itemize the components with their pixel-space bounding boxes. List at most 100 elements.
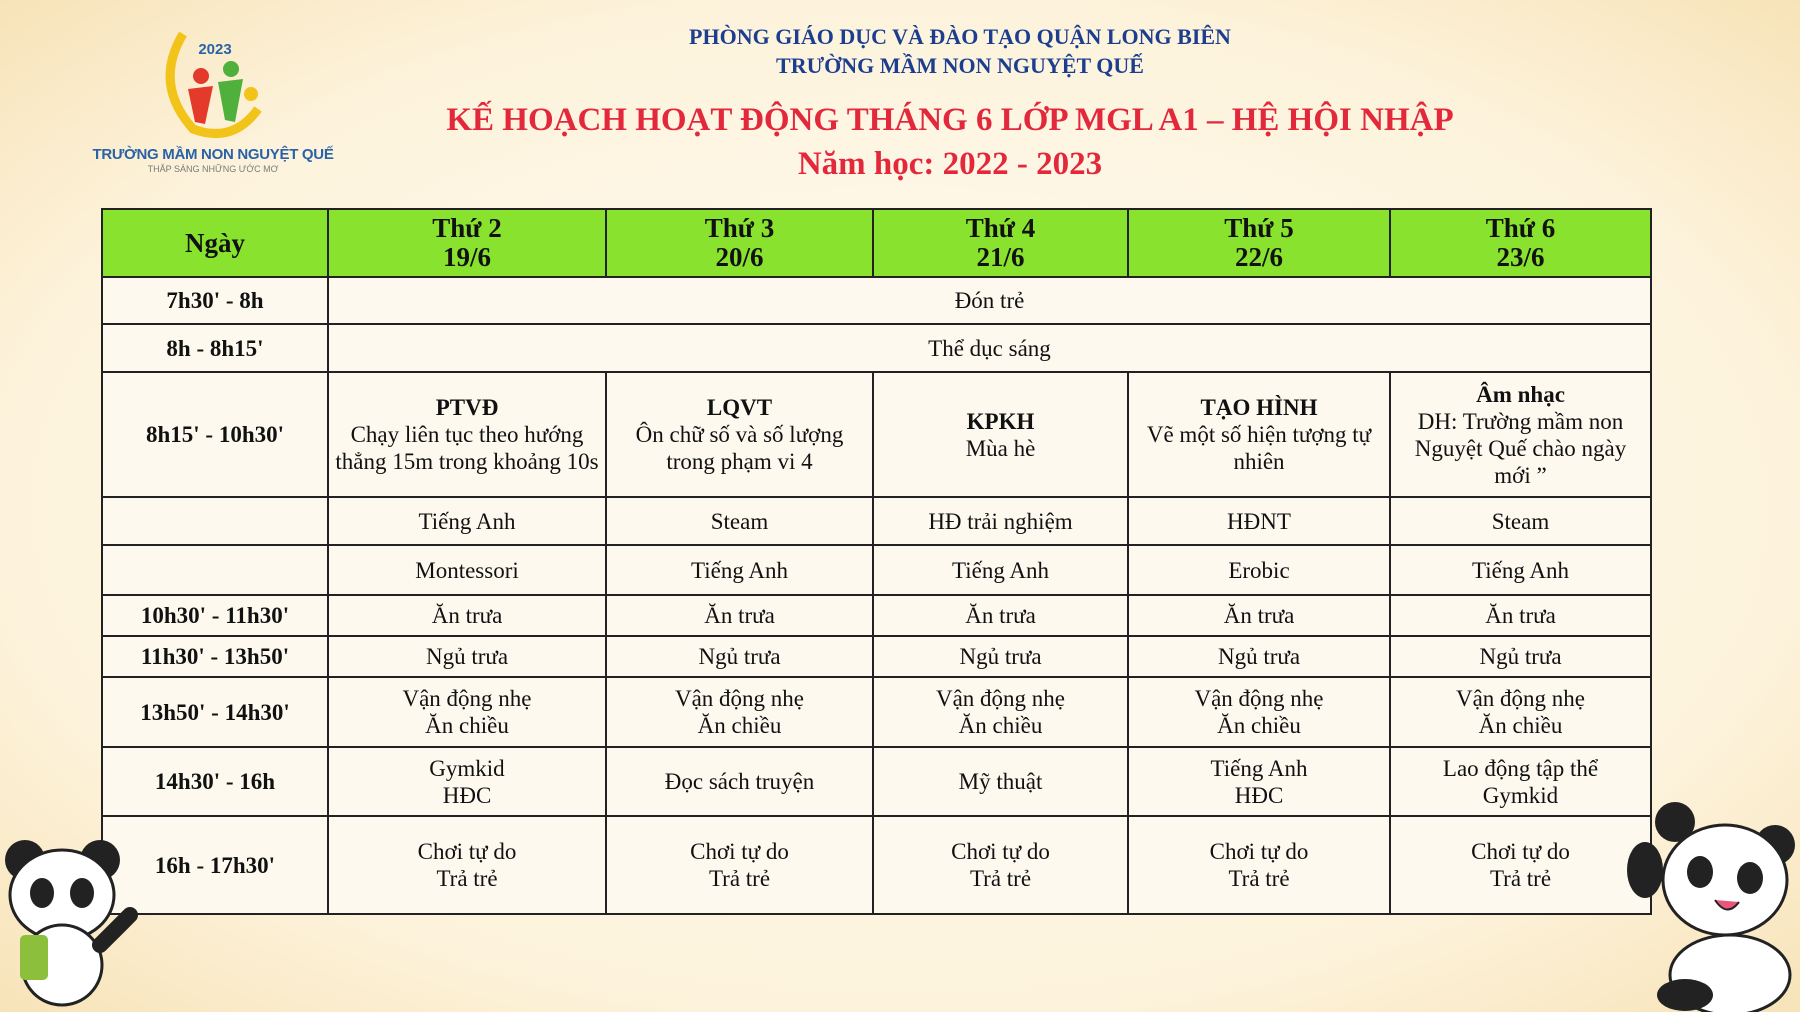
column-header: Thứ 3 20/6 — [605, 208, 874, 278]
activity-line: Trả trẻ — [969, 866, 1032, 891]
activity-cell: Gymkid HĐC — [327, 746, 607, 817]
logo-slogan: THẮP SÁNG NHỮNG ƯỚC MƠ — [147, 164, 279, 174]
activity-cell: Đọc sách truyện — [605, 746, 874, 817]
activity-line: Đọc sách truyện — [664, 769, 815, 794]
table-header-row: Ngày Thứ 2 19/6 Thứ 3 20/6 Thứ 4 21/6 Thứ 5… — [101, 208, 1652, 278]
activity-line: Vận động nhẹ — [402, 686, 532, 711]
school-name: TRƯỜNG MẦM NON NGUYỆT QUẾ — [776, 53, 1144, 78]
activity-line: Ăn trưa — [1485, 603, 1556, 628]
activity-line: Tiếng Anh — [1472, 557, 1569, 583]
activity-cell: Tiếng Anh — [1389, 544, 1652, 596]
table-row: 14h30' - 16h Gymkid HĐC Đọc sách truyện Mỹ t… — [101, 746, 1652, 817]
activity-line: Gymkid — [429, 755, 505, 781]
activity-cell: Ngủ trưa — [605, 635, 874, 678]
activity-line: Vận động nhẹ — [1455, 686, 1586, 711]
column-header: Thứ 4 21/6 — [872, 208, 1129, 278]
activity-line: Tiếng Anh — [1210, 755, 1308, 781]
activity-cell: Ăn trưa — [327, 594, 607, 637]
activity-cell: Vận động nhẹ Ăn chiều — [1389, 676, 1652, 748]
activity-line: Montessori — [415, 557, 519, 583]
activity-line: Ăn chiều — [425, 713, 509, 738]
activity-cell: Chơi tự do Trả trẻ — [872, 815, 1129, 915]
time-cell: 14h30' - 16h — [101, 746, 329, 817]
column-header: Thứ 6 23/6 — [1389, 208, 1652, 278]
activity-line: Ăn chiều — [697, 713, 782, 738]
header-block: PHÒNG GIÁO DỤC VÀ ĐÀO TẠO QUẬN LONG BIÊN… — [560, 22, 1360, 80]
school-year: Năm học: 2022 - 2023 — [797, 146, 1103, 182]
activity-line: Chơi tự do — [1471, 839, 1570, 864]
time-cell: 7h30' - 8h — [101, 276, 329, 325]
time-cell: 16h - 17h30' — [101, 815, 329, 915]
activity-line: Ăn trưa — [1223, 603, 1295, 628]
table-row: Montessori Tiếng Anh Tiếng Anh Erobic Tiếng … — [101, 544, 1652, 596]
time-cell — [101, 496, 329, 546]
logo-school-name: TRƯỜNG MẦM NON NGUYỆT QUẾ — [92, 146, 334, 163]
lesson-detail: Chạy liên tục theo hướng thẳng 15m trong… — [335, 422, 599, 474]
activity-cell: Lao động tập thể Gymkid — [1389, 746, 1652, 817]
table-row: 10h30' - 11h30' Ăn trưa Ăn trưa Ăn trưa Ăn t… — [101, 594, 1652, 637]
activity-line: Ăn trưa — [704, 603, 775, 628]
activity-line: Ăn chiều — [958, 713, 1043, 738]
activity-line: Steam — [710, 508, 769, 534]
activity-line: Lao động tập thể — [1442, 755, 1599, 781]
activity-line: Chơi tự do — [1209, 839, 1309, 864]
activity-cell: Vận động nhẹ Ăn chiều — [327, 676, 607, 748]
time-cell: 11h30' - 13h50' — [101, 635, 329, 678]
activity-cell: Ngủ trưa — [327, 635, 607, 678]
activity-line: Tiếng Anh — [691, 557, 788, 583]
activity-line: Ăn trưa — [431, 603, 503, 628]
lesson-cell: PTVĐ Chạy liên tục theo hướng thẳng 15m t… — [327, 371, 607, 498]
activity-line: Erobic — [1228, 557, 1290, 583]
lesson-cell: TẠO HÌNH Vẽ một số hiện tượng tự nhiên — [1127, 371, 1391, 498]
lesson-detail: Ôn chữ số và số lượng trong phạm vi 4 — [635, 422, 844, 474]
activity-cell: Ngủ trưa — [1389, 635, 1652, 678]
table-row: 7h30' - 8h Đón trẻ — [101, 276, 1652, 325]
activity-cell: Chơi tự do Trả trẻ — [1389, 815, 1652, 915]
panda-right-illustration — [1627, 802, 1795, 1012]
lesson-cell: KPKH Mùa hè — [872, 371, 1129, 498]
activity-cell: Montessori — [327, 544, 607, 596]
activity-cell: Vận động nhẹ Ăn chiều — [1127, 676, 1391, 748]
activity-cell: Chơi tự do Trả trẻ — [1127, 815, 1391, 915]
activity-cell: Tiếng Anh — [872, 544, 1129, 596]
activity-line: Trả trẻ — [436, 866, 498, 891]
activity-line: Vận động nhẹ — [935, 686, 1066, 711]
svg-text:2023: 2023 — [198, 41, 231, 58]
activity-cell: Ăn trưa — [1389, 594, 1652, 637]
lesson-detail: Mùa hè — [965, 435, 1036, 461]
time-cell: 13h50' - 14h30' — [101, 676, 329, 748]
activity-line: Trả trẻ — [1489, 866, 1552, 891]
table-row: 8h - 8h15' Thể dục sáng — [101, 323, 1652, 373]
activity-line: HĐC — [442, 782, 492, 808]
column-header: Thứ 5 22/6 — [1127, 208, 1391, 278]
activity-line: Mỹ thuật — [958, 769, 1043, 794]
lesson-subject: TẠO HÌNH — [1200, 395, 1318, 420]
time-cell: 10h30' - 11h30' — [101, 594, 329, 637]
column-header: Thứ 2 19/6 — [327, 208, 607, 278]
activity-cell: Tiếng Anh — [605, 544, 874, 596]
activity-cell: Ngủ trưa — [1127, 635, 1391, 678]
activity-cell: Chơi tự do Trả trẻ — [605, 815, 874, 915]
lesson-cell: LQVT Ôn chữ số và số lượng trong phạm vi … — [605, 371, 874, 498]
activity-line: Chơi tự do — [951, 839, 1050, 864]
activity-cell: Steam — [1389, 496, 1652, 546]
table-row: 13h50' - 14h30' Vận động nhẹ Ăn chiều Vận đ… — [101, 676, 1652, 748]
page-title: KẾ HOẠCH HOẠT ĐỘNG THÁNG 6 LỚP MGL A1 – … — [446, 102, 1454, 138]
activity-cell: Tiếng Anh HĐC — [1127, 746, 1391, 817]
activity-line: Gymkid — [1482, 782, 1559, 808]
activity-line: Tiếng Anh — [418, 508, 516, 534]
table-row: Tiếng Anh Steam HĐ trải nghiệm HĐNT Steam — [101, 496, 1652, 546]
activity-cell: Thể dục sáng — [327, 323, 1652, 373]
activity-line: Ăn chiều — [1478, 713, 1563, 738]
lesson-detail: DH: Trường mầm non Nguyệt Quế chào ngày … — [1414, 408, 1627, 488]
activity-cell: HĐ trải nghiệm — [872, 496, 1129, 546]
activity-cell: Vận động nhẹ Ăn chiều — [872, 676, 1129, 748]
lesson-cell: Âm nhạc DH: Trường mầm non Nguyệt Quế chà… — [1389, 371, 1652, 498]
activity-cell: Ăn trưa — [605, 594, 874, 637]
lesson-subject: LQVT — [706, 395, 773, 420]
activity-line: Ăn trưa — [965, 603, 1036, 628]
schedule-table: Ngày Thứ 2 19/6 Thứ 3 20/6 Thứ 4 21/6 Thứ 5… — [101, 208, 1652, 915]
activity-line: HĐNT — [1227, 508, 1291, 534]
activity-cell: HĐNT — [1127, 496, 1391, 546]
activity-cell: Chơi tự do Trả trẻ — [327, 815, 607, 915]
